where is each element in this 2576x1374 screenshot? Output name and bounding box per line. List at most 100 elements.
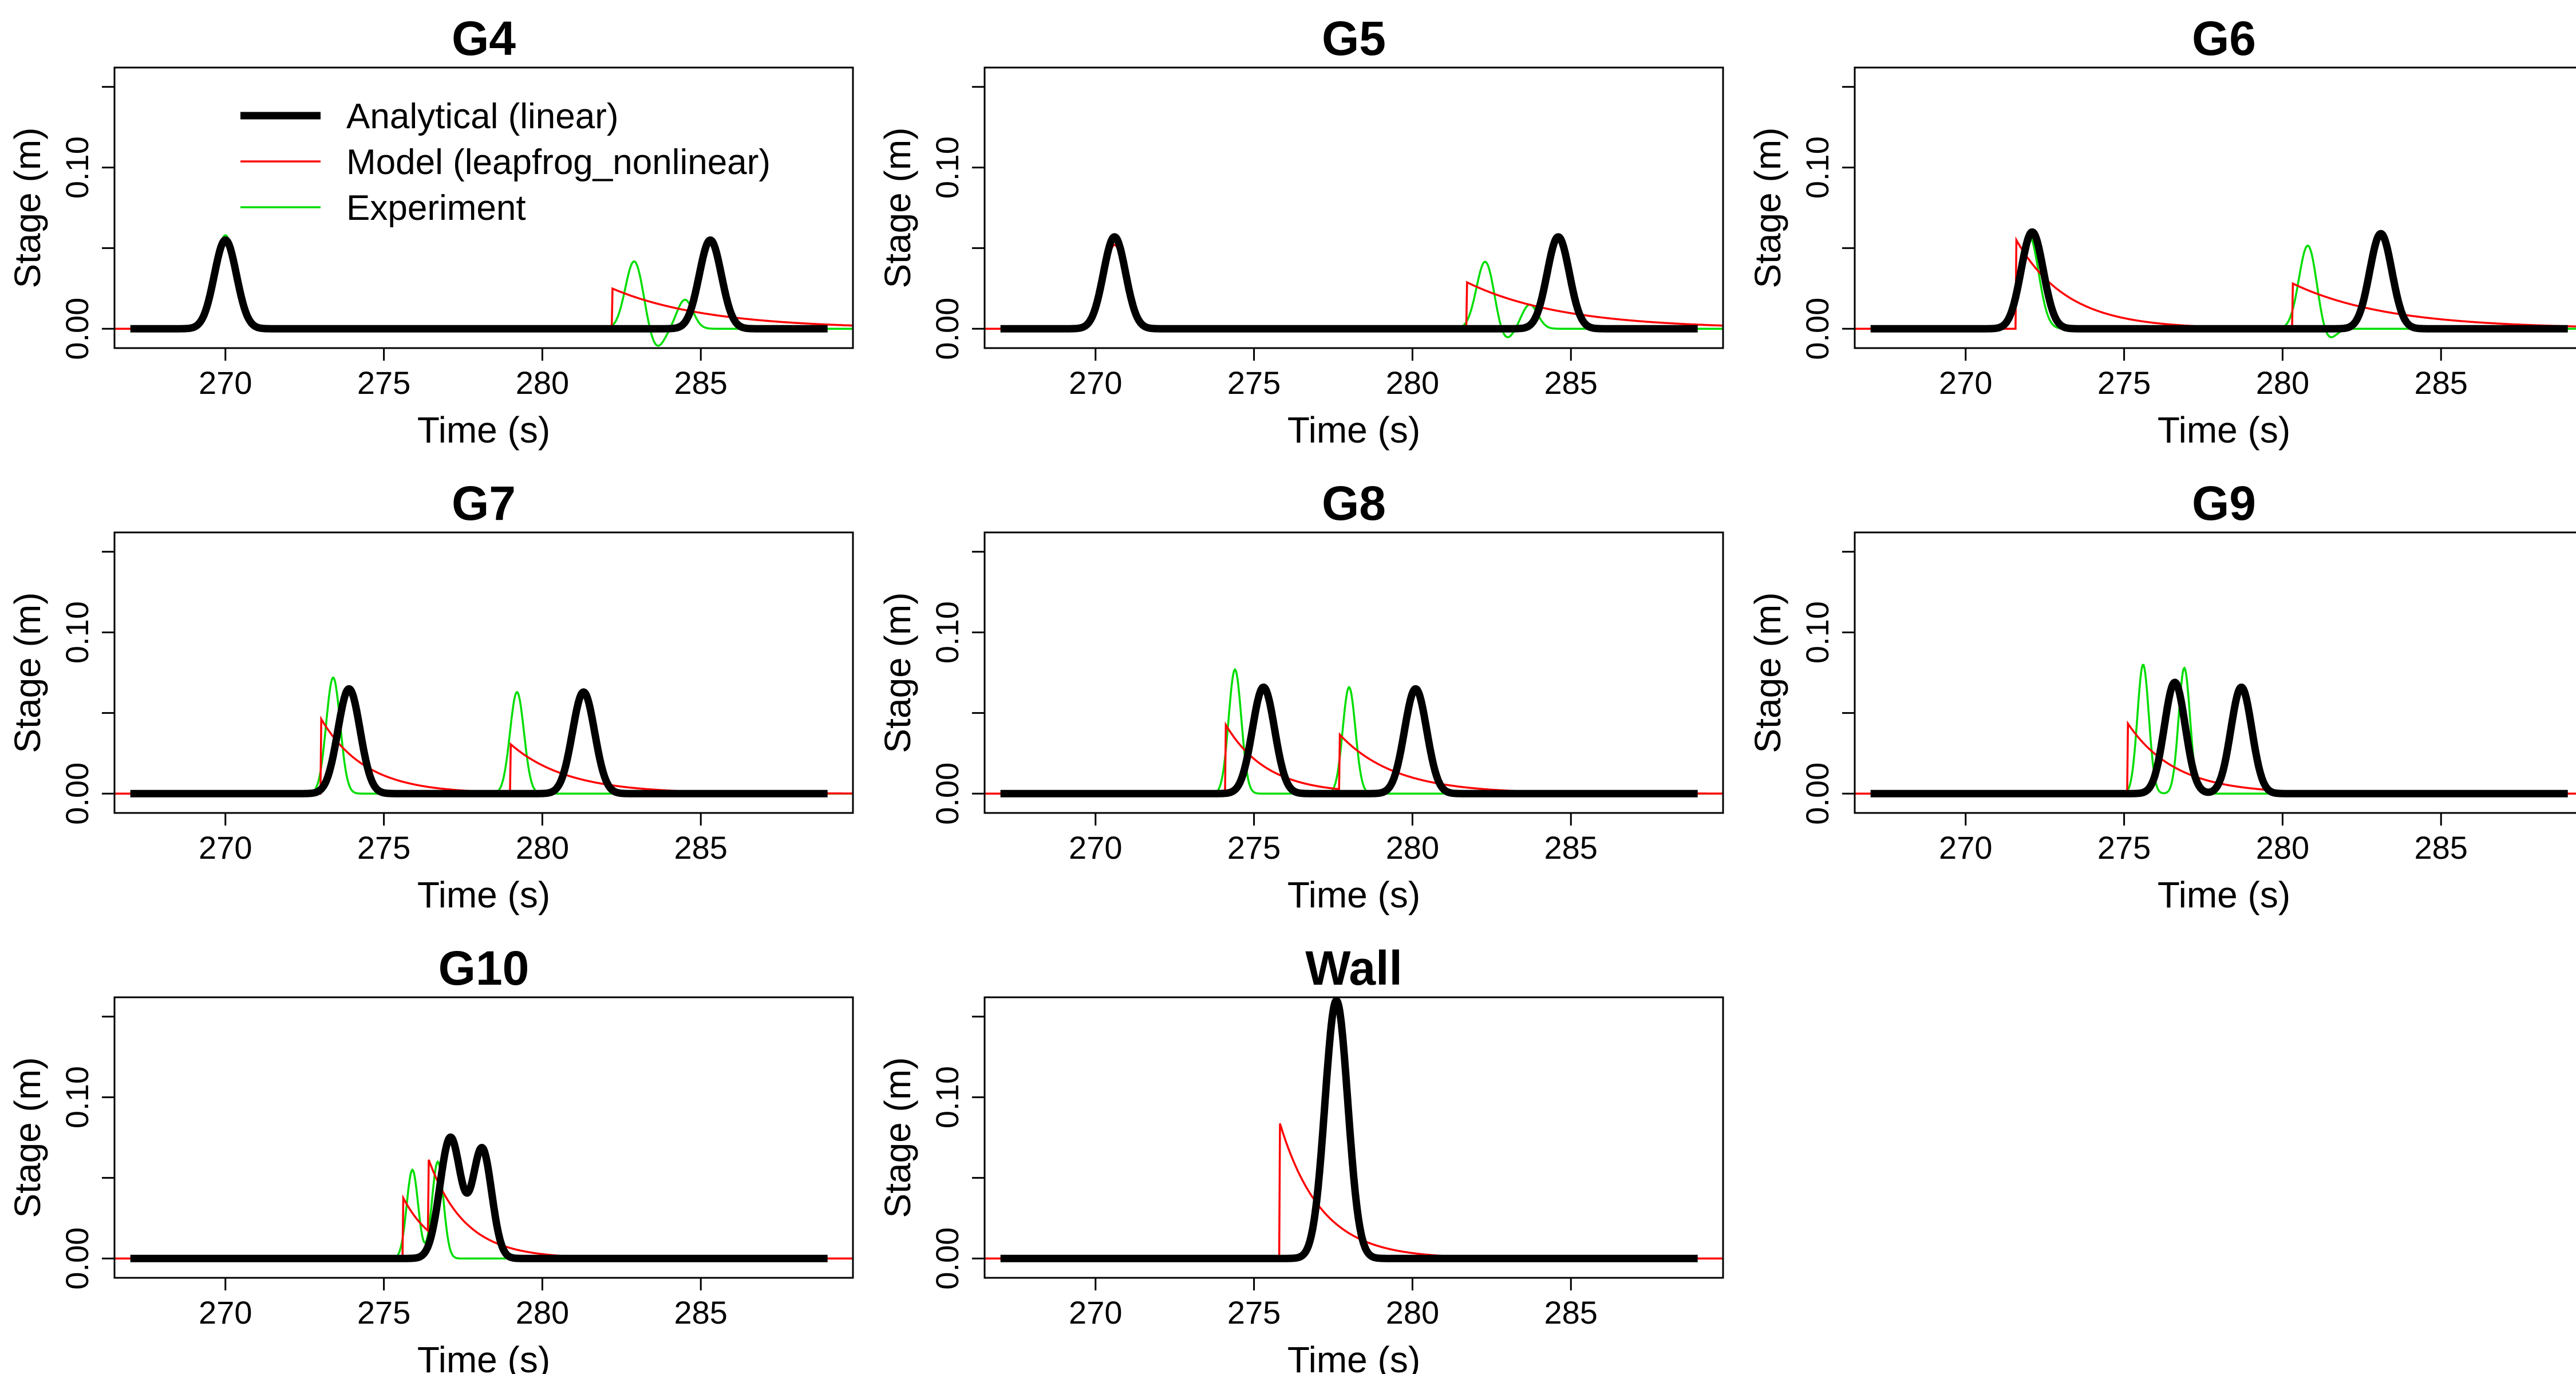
- series-analytical: [127, 685, 831, 797]
- panel-wall: Wall 270 275 280 285 0.00 0.10 Time (s) Stage (m…: [877, 941, 1724, 1374]
- x-tick-label: 285: [2415, 830, 2468, 866]
- x-tick-label: 275: [2097, 365, 2151, 401]
- x-axis-label: Time (s): [417, 874, 550, 915]
- y-axis-label: Stage (m): [1747, 128, 1788, 289]
- y-tick-label: 0.00: [929, 1227, 965, 1290]
- x-tick-label: 285: [2415, 365, 2468, 401]
- series-analytical: [997, 233, 1701, 333]
- plot-area: [114, 234, 853, 347]
- plot-area: [114, 677, 853, 797]
- panel-title: G7: [452, 476, 516, 530]
- panel-title: G10: [438, 941, 530, 995]
- x-tick-label: 275: [357, 1294, 410, 1330]
- x-tick-label: 280: [2256, 365, 2309, 401]
- y-tick-label: 0.00: [59, 763, 95, 825]
- plot-area: [1855, 664, 2576, 797]
- y-tick-label: 0.10: [59, 601, 95, 664]
- x-tick-label: 270: [1939, 365, 1992, 401]
- x-tick-label: 280: [1386, 1294, 1439, 1330]
- series-analytical: [997, 683, 1701, 797]
- panel-g9: G9 270 275 280 285 0.00 0.10 Time (s) Stage (m): [1747, 476, 2576, 915]
- x-axis-label: Time (s): [1287, 874, 1420, 915]
- plot-frame: [113, 66, 854, 349]
- x-tick-label: 270: [1939, 830, 1992, 866]
- y-tick-label: 0.10: [929, 1066, 965, 1128]
- x-tick-label: 280: [1386, 830, 1439, 866]
- plot-area: [114, 1133, 853, 1262]
- series-analytical: [127, 1133, 831, 1262]
- plot-frame: [983, 66, 1724, 349]
- y-tick-label: 0.10: [929, 136, 965, 199]
- y-axis-label: Stage (m): [1747, 593, 1788, 753]
- series-analytical: [1867, 228, 2571, 333]
- panel-title: G6: [2192, 11, 2256, 65]
- plot-frame: [113, 531, 854, 814]
- panel-title: G9: [2192, 476, 2256, 530]
- x-tick-label: 285: [1544, 830, 1598, 866]
- x-tick-label: 285: [1544, 1294, 1598, 1330]
- series-analytical: [997, 997, 1701, 1262]
- plot-frame: [983, 531, 1724, 814]
- plot-frame: [1854, 531, 2576, 814]
- y-tick-label: 0.00: [1799, 763, 1835, 825]
- x-tick-label: 270: [1069, 365, 1122, 401]
- plot-area: [1855, 228, 2576, 338]
- plot-area: [985, 668, 1723, 797]
- x-axis-label: Time (s): [417, 1339, 550, 1374]
- x-tick-label: 270: [199, 365, 252, 401]
- panel-title: G8: [1322, 476, 1386, 530]
- x-axis-label: Time (s): [1287, 409, 1420, 451]
- y-tick-label: 0.00: [929, 298, 965, 360]
- plot-area: [985, 997, 1723, 1262]
- y-tick-label: 0.10: [929, 601, 965, 664]
- x-tick-label: 270: [1069, 830, 1122, 866]
- y-axis-label: Stage (m): [7, 1057, 48, 1218]
- x-axis-label: Time (s): [2158, 874, 2290, 915]
- x-tick-label: 275: [357, 365, 410, 401]
- y-tick-label: 0.00: [59, 298, 95, 360]
- x-tick-label: 285: [1544, 365, 1598, 401]
- legend-label-model: Model (leapfrog_nonlinear): [346, 143, 771, 182]
- x-tick-label: 275: [1227, 830, 1281, 866]
- panel-g7: G7 270 275 280 285 0.00 0.10 Time (s) Stage (m): [7, 476, 854, 915]
- plot-frame: [983, 996, 1724, 1279]
- y-tick-label: 0.10: [1799, 136, 1835, 199]
- x-tick-label: 280: [516, 365, 569, 401]
- panel-g4: G4 270 275 280 285 0.00 0.10 Time (s) Stage (m): [7, 11, 854, 451]
- x-tick-label: 270: [199, 1294, 252, 1330]
- x-tick-label: 275: [357, 830, 410, 866]
- y-tick-label: 0.00: [59, 1227, 95, 1290]
- panel-title: G5: [1322, 11, 1386, 65]
- panel-title: Wall: [1305, 941, 1402, 995]
- y-axis-label: Stage (m): [7, 593, 48, 753]
- y-axis-label: Stage (m): [877, 128, 918, 289]
- x-tick-label: 275: [1227, 365, 1281, 401]
- x-tick-label: 280: [1386, 365, 1439, 401]
- x-axis-label: Time (s): [417, 409, 550, 451]
- panel-g5: G5 270 275 280 285 0.00 0.10 Time (s) Stage (m): [877, 11, 1724, 451]
- series-analytical: [1867, 678, 2571, 797]
- x-tick-label: 270: [1069, 1294, 1122, 1330]
- y-axis-label: Stage (m): [7, 128, 48, 289]
- plot-area: [985, 233, 1723, 338]
- plot-frame: [1854, 66, 2576, 349]
- panel-g6: G6 270 275 280 285 0.00 0.10 Time (s) Stage (m): [1747, 11, 2576, 451]
- panel-g10: G10 270 275 280 285 0.00 0.10 Time (s) Stage (m): [7, 941, 854, 1374]
- x-tick-label: 285: [674, 830, 728, 866]
- x-tick-label: 285: [674, 1294, 728, 1330]
- x-tick-label: 270: [199, 830, 252, 866]
- legend-label-analytical: Analytical (linear): [346, 97, 619, 136]
- y-tick-label: 0.00: [929, 763, 965, 825]
- x-tick-label: 275: [2097, 830, 2151, 866]
- y-tick-label: 0.10: [1799, 601, 1835, 664]
- y-tick-label: 0.10: [59, 136, 95, 199]
- x-tick-label: 280: [516, 830, 569, 866]
- x-tick-label: 275: [1227, 1294, 1281, 1330]
- x-tick-label: 280: [2256, 830, 2309, 866]
- panel-title: G4: [452, 11, 516, 65]
- x-axis-label: Time (s): [1287, 1339, 1420, 1374]
- x-axis-label: Time (s): [2158, 409, 2290, 451]
- y-tick-label: 0.10: [59, 1066, 95, 1128]
